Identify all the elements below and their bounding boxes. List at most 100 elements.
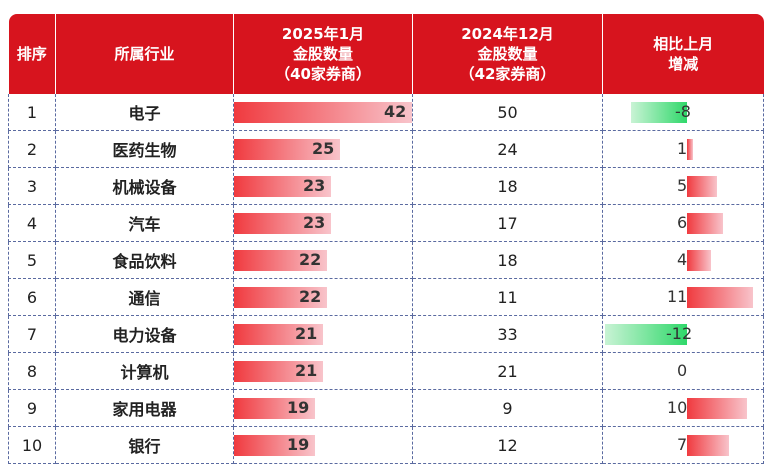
header-industry[interactable]: 所属行业 — [55, 14, 234, 94]
jan-count-cell: 21 — [233, 352, 413, 390]
dec-count-cell: 17 — [412, 204, 603, 242]
table-row[interactable]: 3 机械设备 23 18 5 — [8, 167, 764, 205]
header-rank[interactable]: 排序 — [8, 14, 56, 94]
jan-count-cell: 23 — [233, 167, 413, 205]
table-row[interactable]: 8 计算机 21 21 0 — [8, 352, 764, 390]
dec-count-value: 17 — [497, 213, 518, 233]
change-cell: -8 — [602, 94, 764, 131]
header-jan-count[interactable]: 2025年1月 金股数量 （40家券商） — [233, 14, 413, 94]
jan-count-value: 22 — [299, 250, 322, 269]
dec-count-cell: 12 — [412, 426, 603, 464]
rank-cell: 8 — [8, 352, 56, 390]
dec-count-cell: 24 — [412, 130, 603, 168]
header-change[interactable]: 相比上月 增减 — [602, 14, 764, 94]
rank-cell: 5 — [8, 241, 56, 279]
industry-cell: 银行 — [55, 426, 234, 464]
jan-count-cell: 42 — [233, 94, 413, 131]
change-bar — [687, 250, 711, 271]
header-dec-line2: 金股数量 — [477, 45, 538, 63]
jan-count-cell: 19 — [233, 426, 413, 464]
jan-count-cell: 19 — [233, 389, 413, 427]
change-value: 6 — [677, 213, 688, 232]
jan-count-value: 21 — [295, 361, 318, 380]
table-row[interactable]: 10 银行 19 12 7 — [8, 426, 764, 464]
dec-count-cell: 9 — [412, 389, 603, 427]
change-value: 4 — [677, 250, 688, 269]
header-rank-label: 排序 — [16, 45, 47, 63]
table-header: 排序 所属行业 2025年1月 金股数量 （40家券商） 2024年12月 金股… — [8, 14, 764, 94]
dec-count-cell: 50 — [412, 94, 603, 131]
change-value: 0 — [677, 361, 688, 380]
rank-cell: 7 — [8, 315, 56, 353]
table-body: 1 电子 42 50 -8 2 医药生物 25 24 1 — [8, 94, 764, 464]
jan-count-bar — [234, 324, 323, 345]
industry-name: 电子 — [128, 104, 161, 123]
table-row[interactable]: 9 家用电器 19 9 10 — [8, 389, 764, 427]
header-jan-line1: 2025年1月 — [281, 25, 365, 43]
change-bar — [631, 102, 687, 123]
jan-count-cell: 22 — [233, 241, 413, 279]
rank-cell: 6 — [8, 278, 56, 316]
rank-value: 1 — [26, 102, 38, 122]
industry-name: 银行 — [128, 437, 161, 456]
dec-count-cell: 18 — [412, 167, 603, 205]
rank-cell: 4 — [8, 204, 56, 242]
dec-count-value: 9 — [502, 398, 513, 418]
industry-golden-stock-table: 排序 所属行业 2025年1月 金股数量 （40家券商） 2024年12月 金股… — [8, 14, 764, 464]
jan-count-cell: 25 — [233, 130, 413, 168]
change-value: -12 — [666, 324, 693, 343]
industry-cell: 汽车 — [55, 204, 234, 242]
table-row[interactable]: 2 医药生物 25 24 1 — [8, 130, 764, 168]
industry-cell: 医药生物 — [55, 130, 234, 168]
change-cell: 5 — [602, 167, 764, 205]
jan-count-bar — [234, 176, 331, 197]
header-dec-line3: （42家券商） — [459, 65, 556, 83]
change-cell: 7 — [602, 426, 764, 464]
industry-cell: 机械设备 — [55, 167, 234, 205]
jan-count-value: 21 — [295, 324, 318, 343]
industry-name: 医药生物 — [112, 141, 177, 160]
industry-cell: 食品饮料 — [55, 241, 234, 279]
change-cell: 10 — [602, 389, 764, 427]
industry-cell: 计算机 — [55, 352, 234, 390]
change-value: 11 — [667, 287, 688, 306]
table-row[interactable]: 4 汽车 23 17 6 — [8, 204, 764, 242]
dec-count-value: 18 — [497, 176, 518, 196]
dec-count-cell: 11 — [412, 278, 603, 316]
change-bar — [687, 435, 729, 456]
jan-count-bar — [234, 287, 327, 308]
rank-cell: 3 — [8, 167, 56, 205]
header-change-line2: 增减 — [668, 55, 699, 73]
change-bar — [687, 287, 753, 308]
table-row[interactable]: 6 通信 22 11 11 — [8, 278, 764, 316]
table-row[interactable]: 7 电力设备 21 33 -12 — [8, 315, 764, 353]
change-value: 1 — [677, 139, 688, 158]
jan-count-bar — [234, 139, 340, 160]
industry-name: 汽车 — [128, 215, 161, 234]
change-bar — [687, 213, 723, 234]
header-industry-label: 所属行业 — [114, 45, 175, 63]
industry-cell: 电子 — [55, 94, 234, 131]
rank-value: 9 — [26, 398, 38, 418]
rank-value: 8 — [26, 361, 38, 381]
change-cell: -12 — [602, 315, 764, 353]
jan-count-cell: 23 — [233, 204, 413, 242]
dec-count-value: 12 — [497, 435, 518, 455]
industry-name: 电力设备 — [112, 326, 177, 345]
rank-value: 3 — [26, 176, 38, 196]
table-row[interactable]: 5 食品饮料 22 18 4 — [8, 241, 764, 279]
header-dec-count[interactable]: 2024年12月 金股数量 （42家券商） — [412, 14, 603, 94]
header-dec-line1: 2024年12月 — [461, 25, 554, 43]
change-bar — [687, 398, 747, 419]
table-row[interactable]: 1 电子 42 50 -8 — [8, 94, 764, 131]
jan-count-value: 22 — [299, 287, 322, 306]
rank-cell: 10 — [8, 426, 56, 464]
dec-count-cell: 21 — [412, 352, 603, 390]
change-cell: 4 — [602, 241, 764, 279]
jan-count-value: 25 — [312, 139, 335, 158]
change-bar — [605, 324, 687, 345]
rank-value: 7 — [26, 324, 38, 344]
jan-count-bar — [234, 361, 323, 382]
jan-count-value: 23 — [303, 213, 326, 232]
rank-value: 4 — [26, 213, 38, 233]
